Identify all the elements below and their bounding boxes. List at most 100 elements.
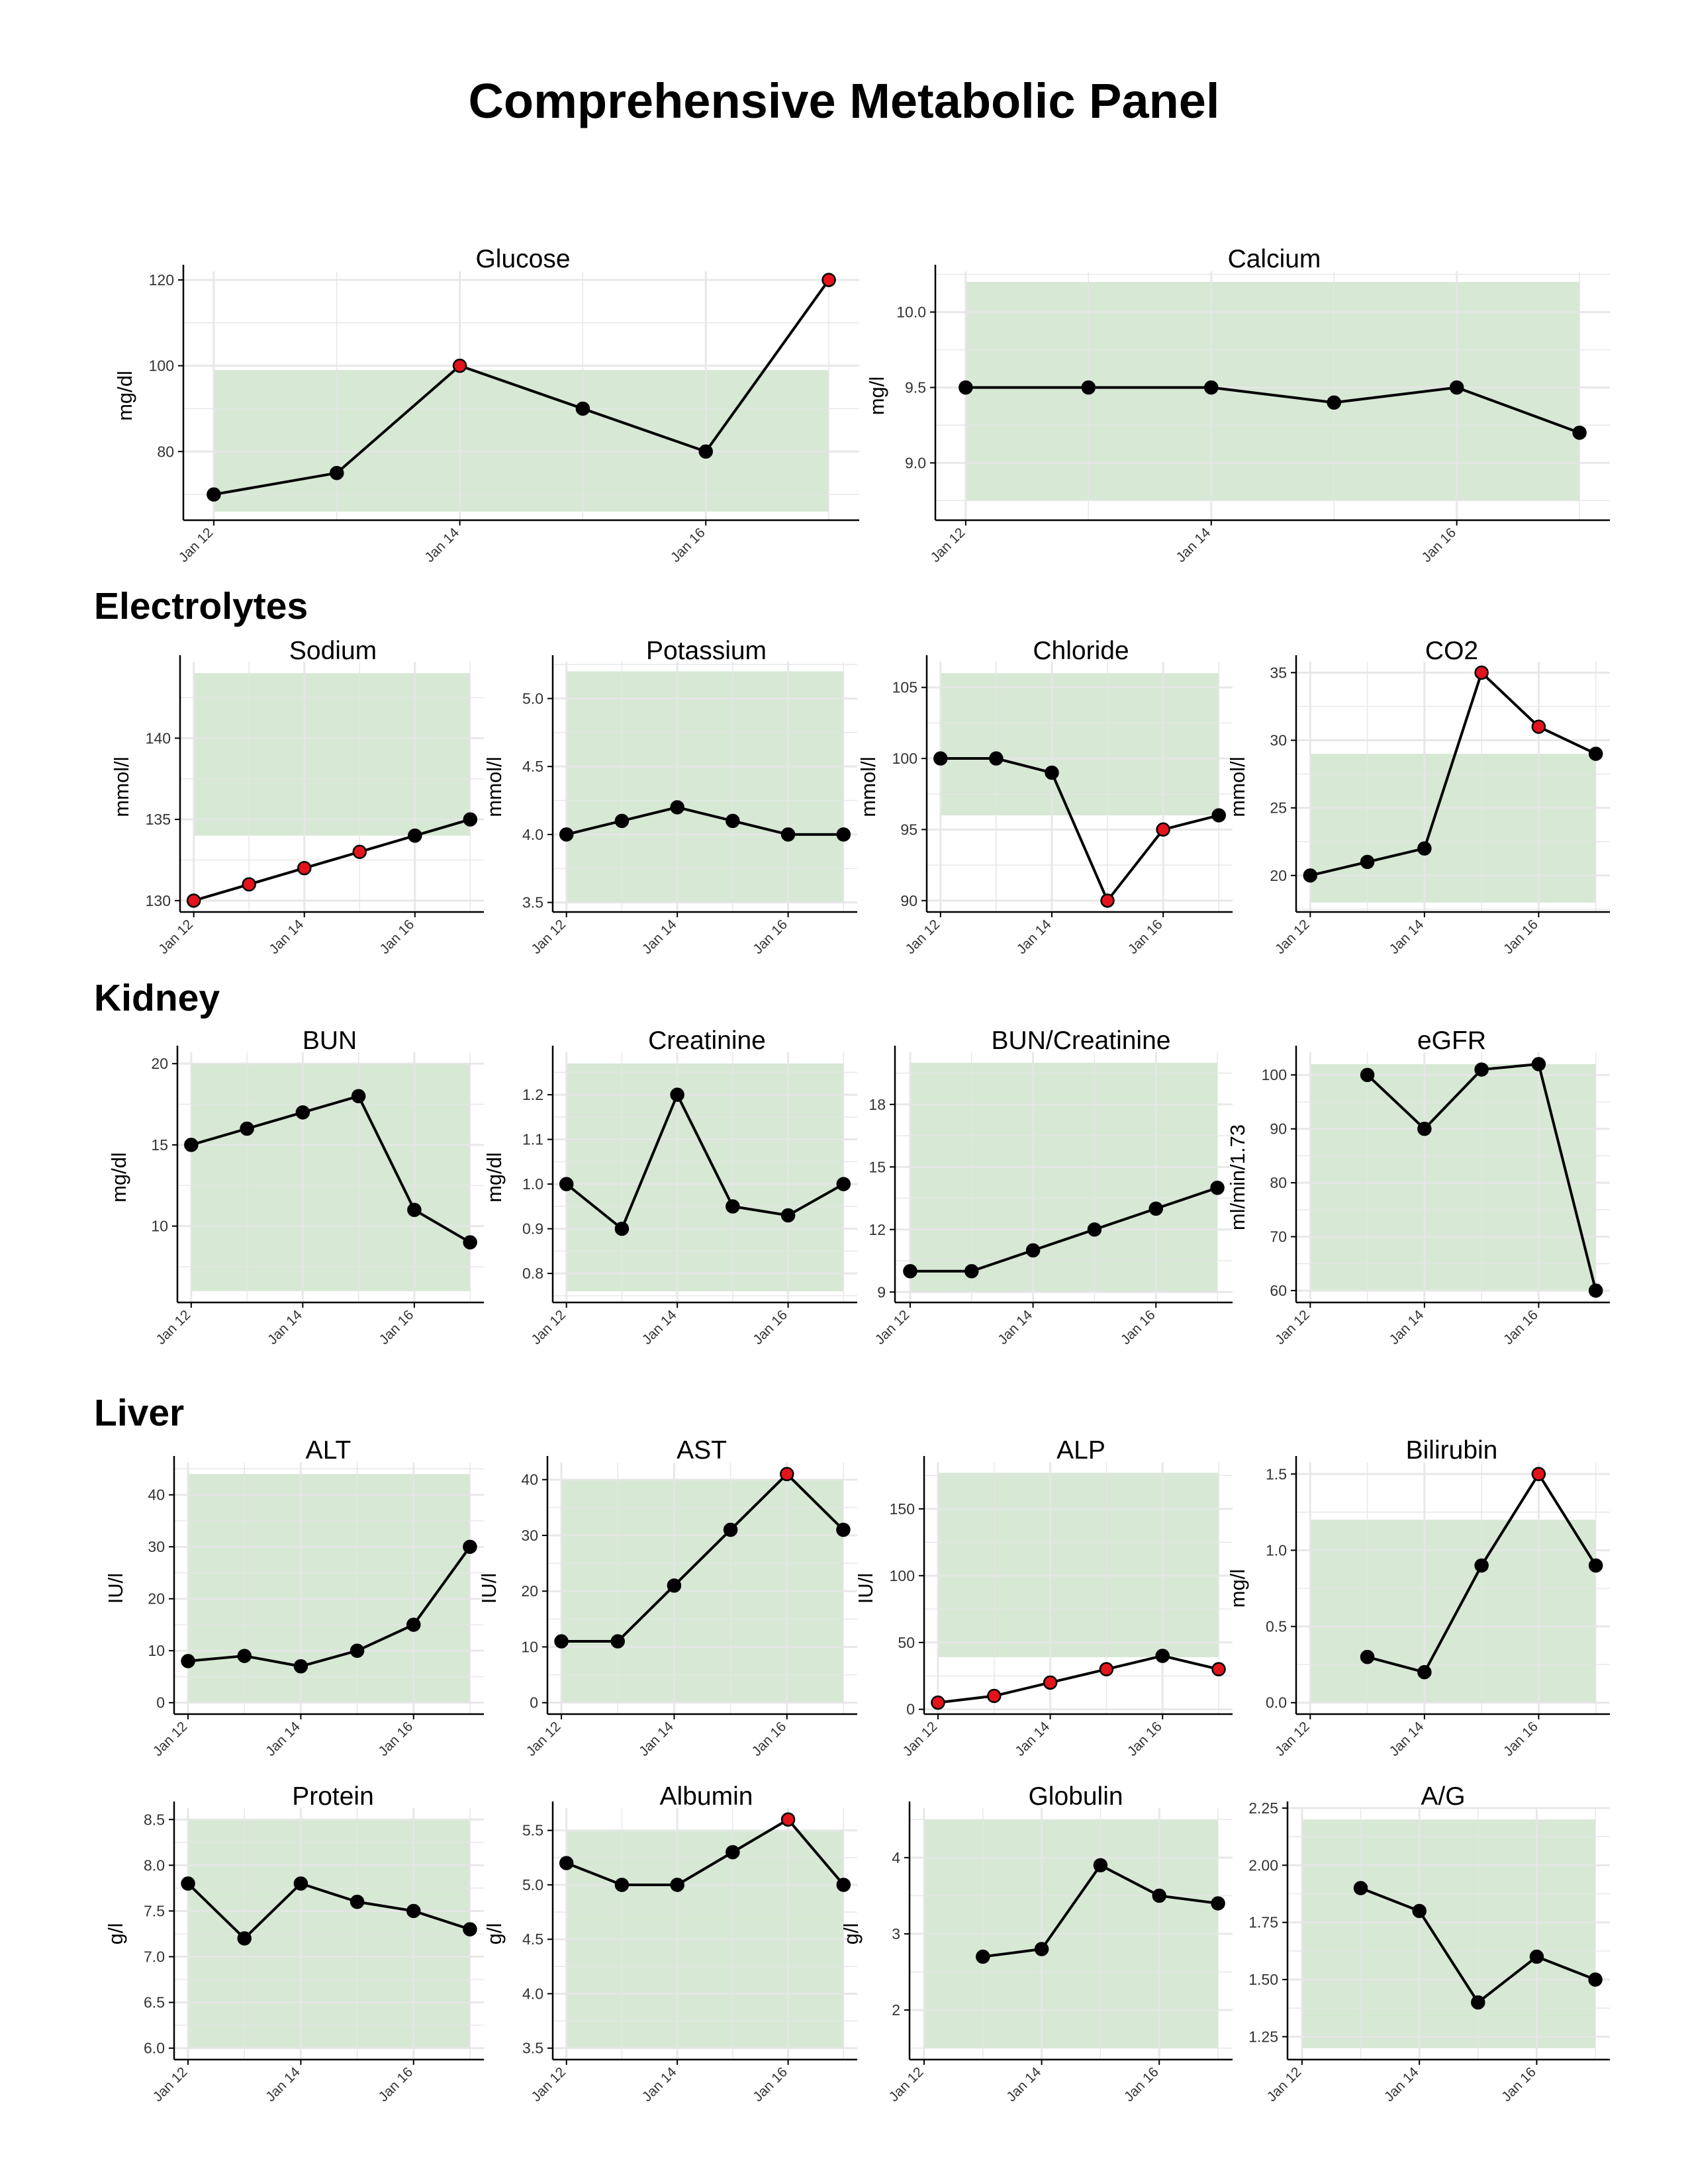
ast-y-tick-label: 40 — [521, 1471, 538, 1488]
chloride-y-axis-label: mmol/l — [857, 756, 880, 817]
bilirubin-x-tick-label: Jan 16 — [1501, 1719, 1541, 1759]
bun-x-tick-label: Jan 16 — [377, 1307, 417, 1347]
sodium-data-point — [408, 829, 421, 842]
bun-x-tick-label: Jan 14 — [265, 1307, 305, 1347]
egfr-y-tick-label: 90 — [1270, 1120, 1287, 1138]
protein-x-tick-label: Jan 16 — [375, 2064, 416, 2105]
alt-data-point — [351, 1645, 363, 1657]
globulin-data-point — [1094, 1859, 1107, 1872]
ast-y-axis-label: IU/l — [477, 1573, 500, 1604]
albumin-x-tick-label: Jan 12 — [528, 2064, 569, 2105]
alp-abnormal-point — [988, 1690, 1000, 1702]
alp-abnormal-point — [1044, 1676, 1056, 1689]
albumin-data-point — [671, 1878, 684, 1891]
co2-x-tick-label: Jan 16 — [1501, 917, 1541, 957]
chloride-data-point — [1213, 809, 1225, 821]
bilirubin-data-point — [1418, 1666, 1430, 1678]
chloride-data-point — [934, 752, 947, 765]
alp-data-point — [1156, 1649, 1169, 1662]
calcium-data-point — [1205, 381, 1217, 394]
bun-x-tick-label: Jan 12 — [154, 1307, 194, 1347]
creatinine-data-point — [671, 1089, 684, 1101]
chloride-y-tick-label: 100 — [892, 750, 917, 767]
ast-x-tick-label: Jan 16 — [749, 1719, 789, 1759]
ast-data-point — [724, 1524, 737, 1536]
bun-data-point — [408, 1204, 420, 1216]
co2-y-tick-label: 20 — [1270, 867, 1287, 884]
bilirubin-data-point — [1361, 1651, 1374, 1663]
glucose-data-point — [207, 488, 220, 501]
potassium-data-point — [616, 815, 628, 827]
alp-abnormal-point — [1100, 1663, 1113, 1676]
co2-y-tick-label: 30 — [1270, 732, 1287, 749]
creatinine-data-point — [616, 1222, 628, 1235]
egfr-y-tick-label: 80 — [1270, 1174, 1287, 1191]
calcium-y-axis-label: mg/l — [865, 377, 888, 416]
egfr-y-tick-label: 100 — [1262, 1066, 1287, 1083]
calcium-data-point — [959, 381, 972, 394]
bun-data-point — [297, 1106, 309, 1118]
potassium-x-tick-label: Jan 12 — [528, 917, 569, 957]
egfr-y-tick-label: 60 — [1270, 1282, 1287, 1299]
sodium-data-point — [464, 813, 477, 826]
co2-data-point — [1304, 869, 1317, 882]
alp-y-tick-label: 150 — [890, 1500, 915, 1518]
sodium-abnormal-point — [298, 862, 310, 874]
chloride-abnormal-point — [1102, 894, 1114, 907]
potassium-x-tick-label: Jan 14 — [639, 917, 680, 957]
creatinine-data-point — [782, 1209, 794, 1222]
alt-reference-band — [188, 1474, 470, 1702]
ag_ratio-y-tick-label: 2.00 — [1248, 1856, 1278, 1874]
creatinine-y-tick-label: 0.9 — [522, 1220, 543, 1238]
potassium-data-point — [782, 828, 794, 841]
bun-y-tick-label: 20 — [151, 1055, 168, 1072]
alt-data-point — [463, 1541, 476, 1553]
alp-series-line — [938, 1656, 1219, 1703]
protein-x-tick-label: Jan 12 — [150, 2064, 191, 2105]
creatinine-data-point — [837, 1178, 850, 1191]
bun_creatinine-x-tick-label: Jan 14 — [995, 1307, 1035, 1347]
ag_ratio-data-point — [1472, 1996, 1484, 2009]
ag_ratio-reference-band — [1302, 1819, 1595, 2048]
potassium-data-point — [726, 815, 739, 827]
protein-y-tick-label: 8.5 — [144, 1811, 165, 1828]
alt-x-tick-label: Jan 12 — [150, 1719, 191, 1759]
protein-y-tick-label: 7.5 — [144, 1902, 165, 1919]
globulin-x-tick-label: Jan 14 — [1004, 2064, 1044, 2105]
calcium-x-tick-label: Jan 14 — [1173, 525, 1213, 565]
calcium-x-tick-label: Jan 16 — [1419, 525, 1459, 565]
chloride-abnormal-point — [1157, 823, 1170, 836]
alp-abnormal-point — [1213, 1663, 1225, 1676]
sodium-abnormal-point — [243, 878, 256, 891]
protein-y-tick-label: 6.0 — [144, 2040, 165, 2057]
alt-data-point — [295, 1660, 307, 1672]
ag_ratio-x-tick-label: Jan 16 — [1499, 2064, 1539, 2105]
bilirubin-data-point — [1476, 1559, 1488, 1572]
bun_creatinine-y-tick-label: 15 — [868, 1158, 886, 1175]
glucose-y-axis-label: mg/dl — [113, 371, 136, 421]
creatinine-y-tick-label: 1.2 — [522, 1086, 543, 1103]
bilirubin-y-tick-label: 1.5 — [1266, 1465, 1287, 1482]
bun-data-point — [464, 1236, 477, 1249]
ast-y-tick-label: 20 — [521, 1582, 538, 1600]
bun_creatinine-x-tick-label: Jan 16 — [1118, 1307, 1158, 1347]
glucose-x-tick-label: Jan 12 — [176, 525, 216, 565]
glucose-reference-band — [214, 370, 829, 512]
ast-x-tick-label: Jan 14 — [636, 1719, 677, 1759]
sodium-x-tick-label: Jan 12 — [156, 917, 196, 957]
co2-x-tick-label: Jan 12 — [1272, 917, 1313, 957]
ag_ratio-y-tick-label: 1.25 — [1248, 2028, 1278, 2045]
creatinine-data-point — [726, 1200, 739, 1212]
co2-abnormal-point — [1532, 721, 1545, 733]
albumin-y-tick-label: 3.5 — [522, 2040, 543, 2057]
bun_creatinine-data-point — [1150, 1203, 1162, 1215]
bilirubin-data-point — [1589, 1559, 1602, 1572]
co2-y-axis-label: mmol/l — [1226, 756, 1249, 817]
creatinine-x-tick-label: Jan 12 — [528, 1307, 569, 1347]
alp-x-tick-label: Jan 12 — [900, 1719, 941, 1759]
globulin-y-tick-label: 4 — [892, 1849, 900, 1866]
bun-data-point — [185, 1138, 197, 1151]
potassium-y-tick-label: 5.0 — [522, 690, 543, 707]
albumin-y-tick-label: 4.0 — [522, 1985, 543, 2002]
chloride-data-point — [1045, 766, 1058, 779]
